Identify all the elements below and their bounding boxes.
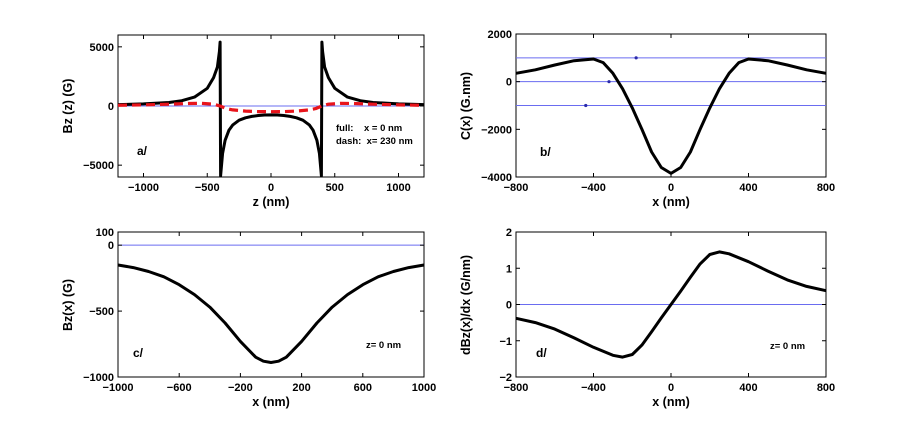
x-tick-label: 0 — [668, 182, 674, 194]
x-tick-label: −400 — [581, 382, 606, 394]
y-tick-label: 0 — [108, 101, 114, 113]
panel-label: a/ — [137, 144, 148, 158]
x-tick-label: −200 — [228, 382, 253, 394]
y-tick-label: −2000 — [481, 124, 512, 136]
legend-note: dash: x= 230 nm — [336, 136, 413, 147]
x-axis-label: x (nm) — [252, 395, 290, 409]
chart-panel-d: −800 −400 0 400 800 −2 −1 0 1 2 x (nm) dBz(x)/dx (G… — [459, 227, 835, 409]
y-tick-label: −1 — [499, 336, 512, 348]
x-tick-label: −800 — [504, 182, 529, 194]
panel-label: b/ — [540, 145, 551, 159]
x-tick-label: −1000 — [103, 382, 134, 394]
y-tick-label: −500 — [89, 306, 114, 318]
series-line-a-1 — [117, 101, 425, 114]
x-tick-label: 0 — [268, 182, 274, 194]
x-tick-label: 600 — [354, 382, 372, 394]
plot-area-c — [117, 231, 425, 378]
y-tick-label: 2 — [506, 227, 512, 239]
x-tick-label: 800 — [817, 182, 835, 194]
x-tick-label: −600 — [167, 382, 192, 394]
series-line-d-0 — [515, 250, 827, 359]
x-tick-label: 1000 — [386, 182, 410, 194]
x-tick-label: 800 — [817, 382, 835, 394]
panel-label: d/ — [536, 346, 547, 360]
series-line-a-0 — [117, 40, 425, 178]
series-line-c-0 — [117, 263, 425, 364]
x-tick-label: 1000 — [412, 382, 436, 394]
condition-note: z= 0 nm — [770, 341, 805, 352]
data-marker-0 — [634, 56, 638, 60]
y-axis-label: Bz(x) (G) — [61, 279, 75, 331]
x-axis-label: x (nm) — [652, 395, 690, 409]
y-tick-label: 0 — [108, 240, 114, 252]
y-tick-label: 1 — [506, 263, 512, 275]
series-line-b-0 — [515, 57, 827, 175]
y-tick-label: −4000 — [481, 172, 512, 184]
y-tick-label: 100 — [96, 227, 114, 239]
x-tick-label: −500 — [195, 182, 220, 194]
x-axis-label: z (nm) — [253, 195, 290, 209]
x-axis-label: x (nm) — [652, 195, 690, 209]
y-tick-label: 0 — [506, 300, 512, 312]
data-marker-1 — [607, 80, 611, 84]
data-marker-2 — [584, 103, 588, 108]
y-tick-label: −2 — [499, 372, 512, 384]
x-tick-label: 400 — [739, 382, 757, 394]
x-tick-label: 200 — [292, 382, 310, 394]
x-tick-label: 400 — [739, 182, 757, 194]
condition-note: z= 0 nm — [366, 340, 401, 351]
x-tick-label: −400 — [581, 182, 606, 194]
y-axis-label: Bz (z) (G) — [61, 79, 75, 134]
y-tick-label: 5000 — [90, 42, 114, 54]
y-tick-label: 0 — [506, 77, 512, 89]
y-tick-label: −5000 — [83, 160, 114, 172]
y-axis-label: C(x) (G.nm) — [459, 72, 473, 140]
panel-label: c/ — [133, 346, 144, 360]
y-axis-label: dBz(x)/dx (G/nm) — [459, 255, 473, 355]
y-tick-label: 2000 — [488, 29, 512, 41]
x-tick-label: −1000 — [128, 182, 159, 194]
legend-note: full: x = 0 nm — [336, 123, 402, 134]
y-tick-label: −1000 — [83, 372, 114, 384]
x-tick-label: 500 — [326, 182, 344, 194]
x-tick-label: 0 — [668, 382, 674, 394]
x-tick-label: −800 — [504, 382, 529, 394]
